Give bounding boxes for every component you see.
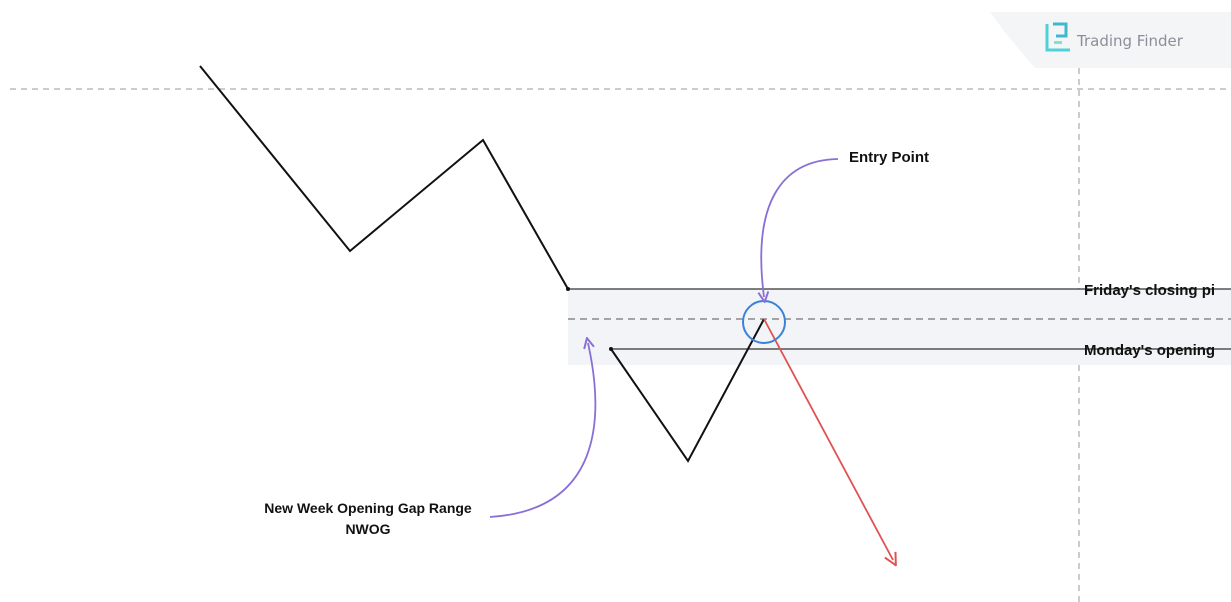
trading-finder-logo-icon (1045, 22, 1070, 52)
nwog-arrow (489, 343, 597, 518)
brand-name: Trading Finder (1076, 32, 1184, 50)
entry-point-label: Entry Point (849, 149, 929, 166)
friday-close-label: Friday's closing pi (1084, 282, 1215, 299)
nwog-label-line1: New Week Opening Gap Range (264, 500, 472, 516)
nwog-label-line2: NWOG (345, 521, 390, 537)
monday-open-label: Monday's opening (1084, 342, 1215, 359)
gap-zone (568, 289, 1231, 365)
price-path-after-gap (610, 318, 765, 463)
logo-tab-background (990, 12, 1231, 68)
price-path-before-gap (199, 65, 569, 290)
entry-point-arrow (761, 158, 839, 297)
bearish-move-arrow (763, 318, 893, 560)
